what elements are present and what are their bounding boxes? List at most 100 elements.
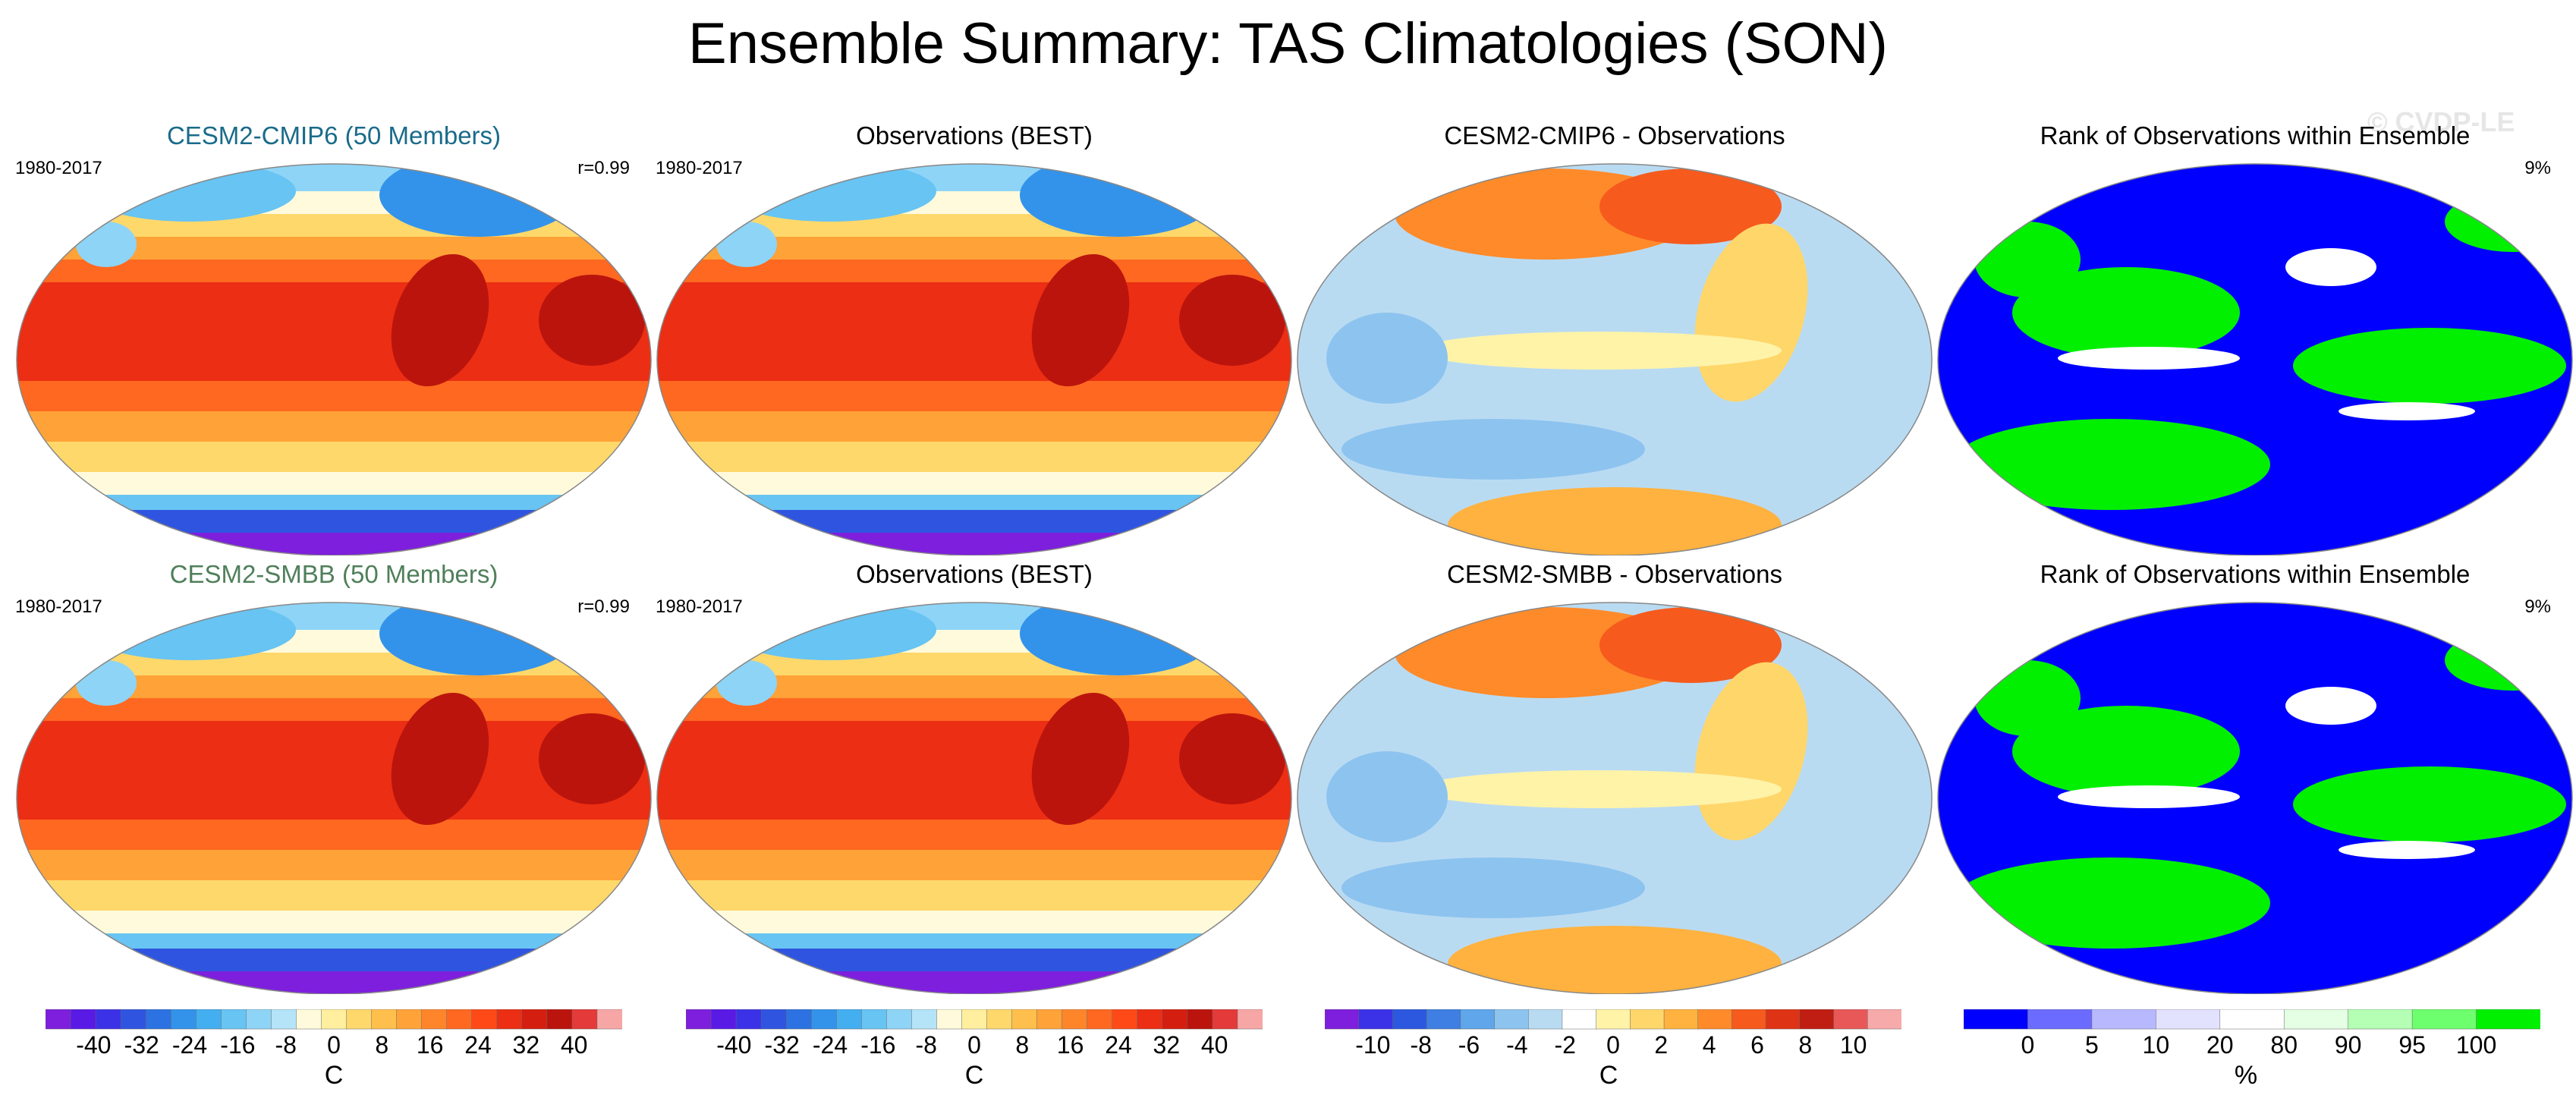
colorbar-swatch — [46, 1009, 71, 1030]
difference-map — [1297, 163, 1933, 555]
high-rank-region — [1974, 660, 2081, 736]
map-outline — [1297, 602, 1933, 994]
colorbar-swatch — [1392, 1009, 1427, 1030]
colorbar-swatch — [2283, 1009, 2349, 1030]
cool-bias-west — [1326, 313, 1448, 404]
cold-region-tibet — [716, 222, 777, 267]
colorbar-tick-label: 16 — [417, 1031, 444, 1059]
temperature-band — [657, 381, 1291, 411]
panel-title: Rank of Observations within Ensemble — [2040, 121, 2471, 149]
colorbar-swatch — [1765, 1009, 1801, 1030]
colorbar-swatch — [1162, 1009, 1188, 1030]
colorbar-tick-label: -4 — [1506, 1031, 1527, 1059]
colorbar-tick-label: -2 — [1554, 1031, 1575, 1059]
colorbar-swatch — [1036, 1009, 1063, 1030]
temperature-band — [17, 411, 651, 442]
colorbar-swatch — [371, 1009, 398, 1030]
colorbar-swatch — [571, 1009, 598, 1030]
colorbar-tick-label: 32 — [513, 1031, 540, 1059]
panel-title: Observations (BEST) — [856, 560, 1093, 588]
colorbar-swatch — [2027, 1009, 2093, 1030]
map-outline — [656, 163, 1292, 555]
warm-bias-northeast — [1599, 607, 1782, 683]
colorbar-swatch — [471, 1009, 498, 1030]
high-rank-region — [1974, 222, 2081, 297]
colorbar-swatch — [961, 1009, 988, 1030]
colorbar-tick-label: -10 — [1355, 1031, 1390, 1059]
colorbar-swatch — [246, 1009, 272, 1030]
colorbar-swatch — [1833, 1009, 1869, 1030]
cold-region-tibet — [76, 222, 137, 267]
colorbar-unit: C — [1599, 1061, 1618, 1090]
panel-title: CESM2-SMBB - Observations — [1447, 560, 1782, 588]
colorbar-tick-label: 8 — [375, 1031, 388, 1059]
cool-bias-west — [1326, 751, 1448, 842]
colorbar-difference: -10 -8 -6 -4 -2 0 2 4 6 8 10 — [1325, 1009, 1901, 1059]
colorbar-swatch — [170, 1009, 197, 1030]
hot-region-africa — [1179, 275, 1285, 366]
temperature-band — [657, 472, 1291, 495]
rank-map — [1937, 602, 2573, 994]
colorbar-swatch — [1187, 1009, 1213, 1030]
cold-region-arctic — [724, 164, 936, 222]
panel-r2c1: CESM2-SMBB (50 Members) 1980-2017 r=0.99 — [15, 560, 653, 1015]
colorbar-swatch — [2219, 1009, 2285, 1030]
hot-region-africa — [539, 275, 645, 366]
temperature-band — [17, 495, 651, 510]
colorbar-swatch — [120, 1009, 146, 1030]
colorbar-swatch — [1358, 1009, 1394, 1030]
colorbar-unit: % — [2234, 1061, 2258, 1090]
colorbar-swatch — [785, 1009, 812, 1030]
temperature-band — [657, 603, 1291, 630]
map-outline — [1937, 163, 2573, 555]
colorbar-swatch — [1137, 1009, 1163, 1030]
colorbar-tick-label: 0 — [327, 1031, 341, 1059]
tas-map — [656, 163, 1292, 555]
colorbar-swatch — [145, 1009, 171, 1030]
colorbar-tick-label: 0 — [967, 1031, 981, 1059]
high-rank-region — [2293, 766, 2566, 842]
tas-map — [16, 602, 652, 994]
colorbar-swatch — [2348, 1009, 2413, 1030]
colorbar-tick-label: 32 — [1153, 1031, 1181, 1059]
colorbar-swatch — [1562, 1009, 1597, 1030]
map-outline — [1297, 163, 1933, 555]
colorbar-temperature: -40 -32 -24 -16 -8 0 8 16 24 32 40 — [46, 1009, 622, 1059]
cold-region-arctic — [83, 603, 296, 660]
panel-r2c4: Rank of Observations within Ensemble 9% — [1936, 560, 2574, 1015]
colorbar-tick-label: 0 — [1606, 1031, 1620, 1059]
colorbar-swatch — [396, 1009, 423, 1030]
cool-bias-south — [1341, 419, 1645, 480]
mid-rank-region — [2339, 402, 2475, 420]
colorbar-tick-label: -40 — [716, 1031, 751, 1059]
temperature-band — [17, 442, 651, 472]
colorbar-unit: C — [324, 1061, 344, 1090]
colorbar-tick-label: 2 — [1654, 1031, 1668, 1059]
warm-bias-equatorial — [1417, 332, 1782, 370]
hot-region-africa — [539, 713, 645, 804]
hot-region-africa — [1179, 713, 1285, 804]
mid-rank-region — [2285, 687, 2376, 725]
temperature-band — [657, 164, 1291, 191]
colorbar-tick-label: 8 — [1015, 1031, 1029, 1059]
temperature-band — [17, 911, 651, 933]
cold-region-arctic — [83, 164, 296, 222]
cold-region-arctic — [724, 603, 936, 660]
colorbar-unit: C — [964, 1061, 984, 1090]
colorbar-swatch — [446, 1009, 473, 1030]
panel-title: CESM2-CMIP6 (50 Members) — [166, 121, 502, 149]
colorbar-tick-label: 20 — [2206, 1031, 2234, 1059]
colorbar-swatch — [1460, 1009, 1496, 1030]
hot-region-americas — [391, 253, 489, 387]
period-label: 1980-2017 — [15, 158, 102, 178]
rank-percent-label: 9% — [2524, 596, 2551, 617]
colorbar-swatch — [886, 1009, 913, 1030]
temperature-band — [17, 472, 651, 495]
temperature-band — [17, 191, 651, 214]
temperature-band — [17, 820, 651, 850]
temperature-band — [657, 949, 1291, 971]
period-label: 1980-2017 — [15, 596, 102, 617]
mid-rank-region — [2058, 347, 2240, 370]
colorbar-tick-label: -16 — [220, 1031, 255, 1059]
colorbar-swatch — [496, 1009, 523, 1030]
